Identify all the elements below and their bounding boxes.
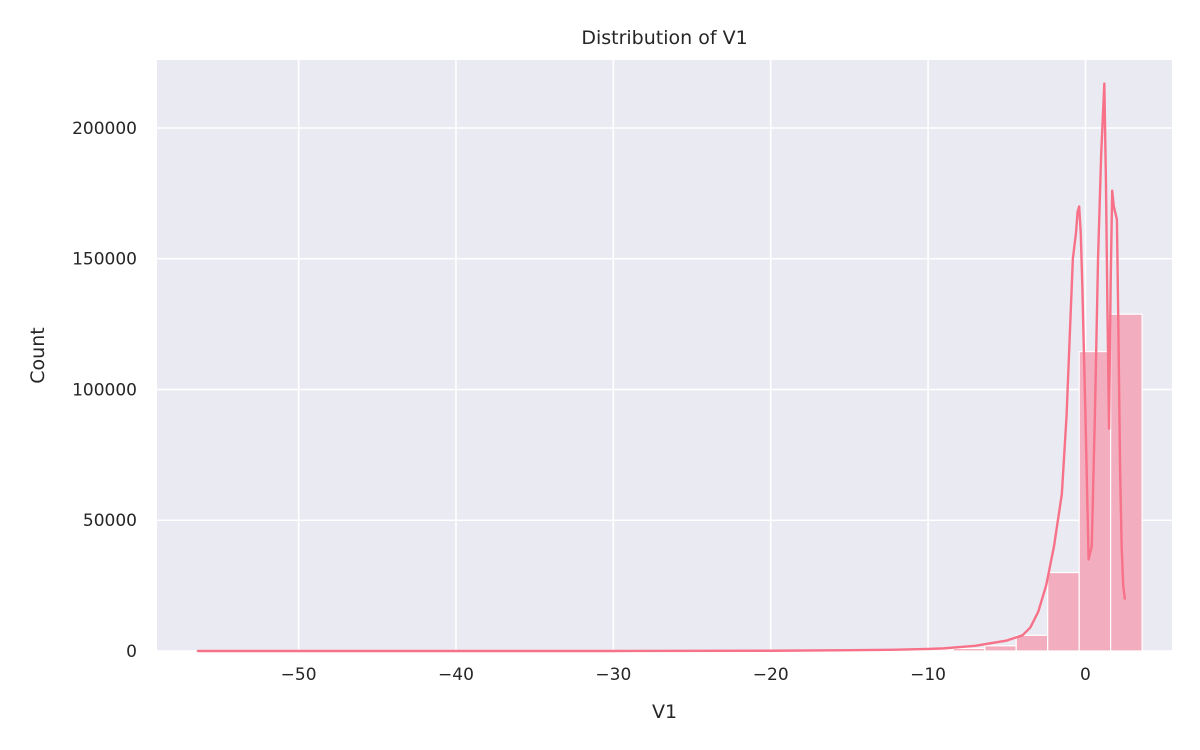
y-tick-label: 150000 (72, 250, 137, 270)
x-tick-labels: −50 −40 −30 −20 −10 0 (281, 665, 1091, 685)
x-tick-label: −20 (753, 665, 789, 685)
chart-title: Distribution of V1 (581, 27, 747, 49)
kde-curve-layer (196, 82, 1126, 653)
x-axis-label: V1 (652, 701, 677, 723)
y-tick-label: 50000 (83, 511, 137, 531)
y-tick-label: 0 (126, 642, 137, 662)
y-tick-label: 200000 (72, 119, 137, 139)
plot-area (157, 60, 1172, 651)
y-tick-labels: 0 50000 100000 150000 200000 (72, 119, 137, 662)
kde-curve (196, 82, 1126, 653)
histogram-bar (1047, 571, 1080, 652)
x-tick-label: 0 (1080, 665, 1091, 685)
histogram-bar (1110, 313, 1143, 652)
x-tick-label: −10 (910, 665, 946, 685)
x-tick-label: −40 (438, 665, 474, 685)
x-tick-label: −50 (281, 665, 317, 685)
y-axis-label: Count (27, 327, 49, 383)
histogram-bar (1015, 634, 1049, 652)
histogram-bar (952, 647, 986, 652)
histogram-bar (984, 645, 1017, 652)
y-tick-label: 100000 (72, 380, 137, 400)
x-tick-label: −30 (595, 665, 631, 685)
